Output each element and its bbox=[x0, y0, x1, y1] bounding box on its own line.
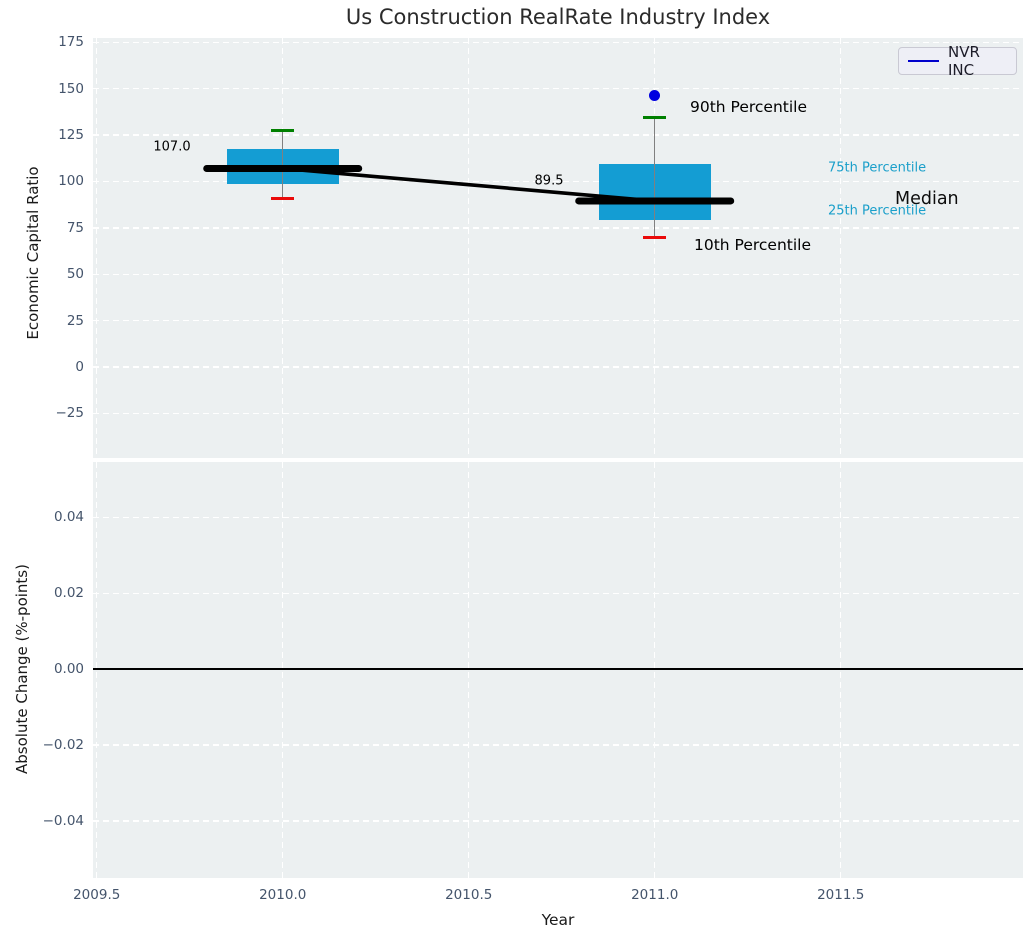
h-gridline bbox=[93, 319, 1023, 322]
h-gridline bbox=[93, 592, 1023, 595]
whisker-line bbox=[282, 130, 284, 199]
annotation: 89.5 bbox=[534, 173, 564, 189]
y-tick-label: 0.04 bbox=[53, 509, 84, 526]
bottom-plot-area bbox=[93, 462, 1023, 878]
h-gridline bbox=[93, 412, 1023, 415]
outlier-point bbox=[649, 89, 661, 101]
annotation: 25th Percentile bbox=[828, 203, 927, 219]
y-tick-label: 0.02 bbox=[53, 585, 84, 602]
v-gridline bbox=[468, 38, 470, 458]
h-gridline bbox=[93, 227, 1023, 229]
y-tick-label: 25 bbox=[66, 312, 84, 329]
v-gridline bbox=[282, 38, 284, 458]
v-gridline bbox=[96, 38, 98, 458]
legend-line-icon bbox=[908, 60, 939, 62]
y-tick-label: 125 bbox=[58, 127, 84, 144]
legend-label: NVR INC bbox=[948, 43, 980, 79]
h-gridline bbox=[93, 273, 1023, 275]
annotation: 107.0 bbox=[153, 139, 191, 155]
annotation: 10th Percentile bbox=[694, 236, 812, 254]
top-y-axis-label: Economic Capital Ratio bbox=[24, 166, 42, 340]
x-axis-label: Year bbox=[541, 911, 575, 929]
whisker-cap-high bbox=[643, 115, 667, 119]
annotation: 90th Percentile bbox=[690, 98, 808, 116]
v-gridline bbox=[840, 38, 842, 458]
h-gridline bbox=[93, 134, 1023, 136]
h-gridline bbox=[93, 180, 1023, 183]
y-tick-label: 0.00 bbox=[53, 661, 84, 678]
v-gridline bbox=[654, 38, 656, 458]
h-gridline bbox=[93, 744, 1023, 746]
whisker-line bbox=[654, 117, 656, 238]
median-trend-layer bbox=[203, 164, 735, 205]
annotation: Median bbox=[895, 189, 959, 209]
y-tick-label: −0.02 bbox=[42, 737, 84, 754]
whisker-cap-high bbox=[271, 128, 295, 132]
y-tick-label: 75 bbox=[66, 219, 84, 236]
x-tick-label: 2010.5 bbox=[445, 887, 493, 903]
h-gridline bbox=[93, 820, 1023, 822]
x-tick-label: 2010.0 bbox=[259, 887, 307, 903]
y-tick-label: 0 bbox=[75, 359, 84, 376]
y-tick-label: 100 bbox=[58, 173, 84, 190]
y-tick-label: −25 bbox=[55, 405, 85, 422]
whisker-cap-low bbox=[271, 196, 295, 200]
annotation: 75th Percentile bbox=[828, 160, 927, 176]
h-gridline bbox=[93, 87, 1023, 90]
y-tick-label: −0.04 bbox=[42, 813, 84, 830]
h-gridline bbox=[93, 41, 1023, 43]
top-plot-area bbox=[93, 38, 1023, 458]
y-tick-label: 175 bbox=[58, 34, 84, 51]
trend-line bbox=[282, 166, 655, 203]
y-tick-label: 50 bbox=[66, 266, 84, 283]
h-gridline bbox=[93, 516, 1023, 519]
whisker-cap-low bbox=[643, 235, 667, 239]
legend[interactable]: NVR INC bbox=[898, 43, 1017, 79]
x-tick-label: 2011.0 bbox=[631, 887, 679, 903]
y-tick-label: 150 bbox=[58, 80, 84, 97]
x-tick-label: 2009.5 bbox=[73, 887, 121, 903]
zero-line bbox=[93, 668, 1023, 671]
h-gridline bbox=[93, 366, 1023, 368]
chart-title: Us Construction RealRate Industry Index bbox=[345, 5, 771, 29]
x-tick-label: 2011.5 bbox=[817, 887, 865, 903]
